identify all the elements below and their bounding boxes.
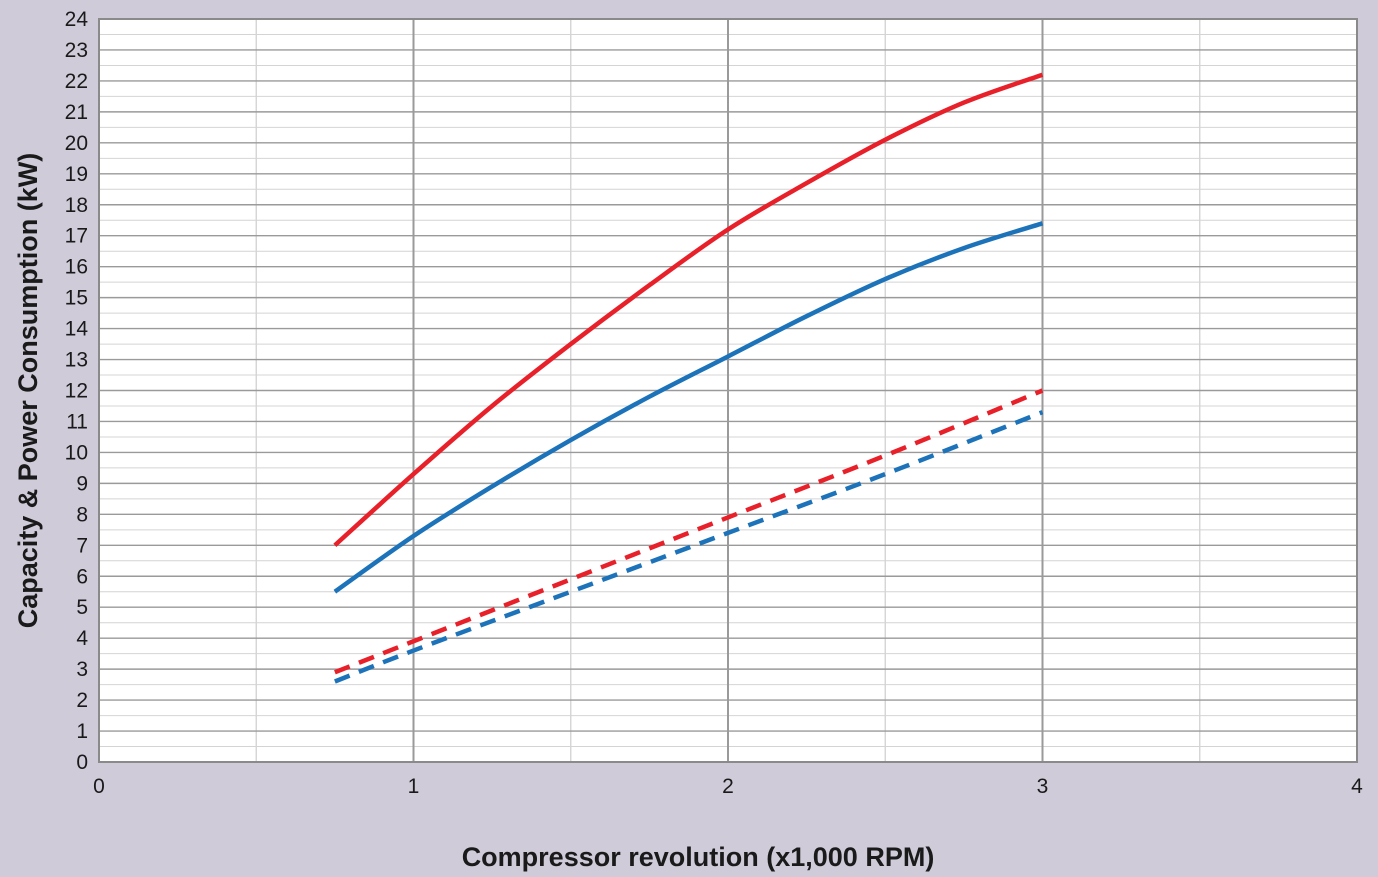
y-tick-label: 0 (76, 751, 88, 774)
y-tick-label: 17 (65, 225, 88, 248)
y-tick-label: 1 (76, 720, 88, 743)
y-tick-label: 18 (65, 194, 88, 217)
major-gridlines (98, 18, 1358, 763)
y-tick-label: 12 (65, 380, 88, 403)
y-tick-label: 24 (65, 8, 89, 31)
y-tick-label: 15 (65, 287, 88, 310)
x-tick-label: 0 (93, 775, 105, 798)
series-layer (333, 72, 1044, 684)
series-line-red-dashed (334, 388, 1044, 675)
y-tick-label: 9 (76, 472, 88, 495)
x-tick-label: 4 (1351, 775, 1363, 798)
y-tick-label: 10 (65, 441, 88, 464)
y-axis-title: Capacity & Power Consumption (kW) (13, 153, 43, 629)
y-tick-label: 13 (65, 349, 88, 372)
y-tick-label: 4 (76, 627, 88, 650)
y-tick-label: 23 (65, 39, 88, 62)
series-line-blue-solid (333, 221, 1044, 594)
x-tick-label: 1 (408, 775, 420, 798)
y-tick-label: 8 (76, 503, 88, 526)
plot-frame (98, 18, 1358, 763)
x-tick-label: 2 (722, 775, 734, 798)
x-axis-title: Compressor revolution (x1,000 RPM) (462, 842, 935, 872)
y-tick-label: 19 (65, 163, 88, 186)
y-tick-label: 20 (65, 132, 88, 155)
x-axis-ticks: 0 1 2 3 4 (93, 775, 1363, 798)
y-tick-label: 14 (65, 318, 89, 341)
y-tick-label: 3 (76, 658, 88, 681)
series-line-red-solid (333, 72, 1044, 547)
y-tick-label: 16 (65, 256, 88, 279)
y-tick-label: 6 (76, 565, 88, 588)
y-tick-label: 22 (65, 70, 88, 93)
x-tick-label: 3 (1037, 775, 1049, 798)
y-tick-label: 2 (76, 689, 88, 712)
y-tick-label: 11 (66, 410, 88, 433)
series-line-blue-dashed (334, 410, 1044, 684)
y-tick-label: 7 (76, 534, 88, 557)
y-tick-label: 5 (76, 596, 88, 619)
y-tick-label: 21 (65, 101, 88, 124)
